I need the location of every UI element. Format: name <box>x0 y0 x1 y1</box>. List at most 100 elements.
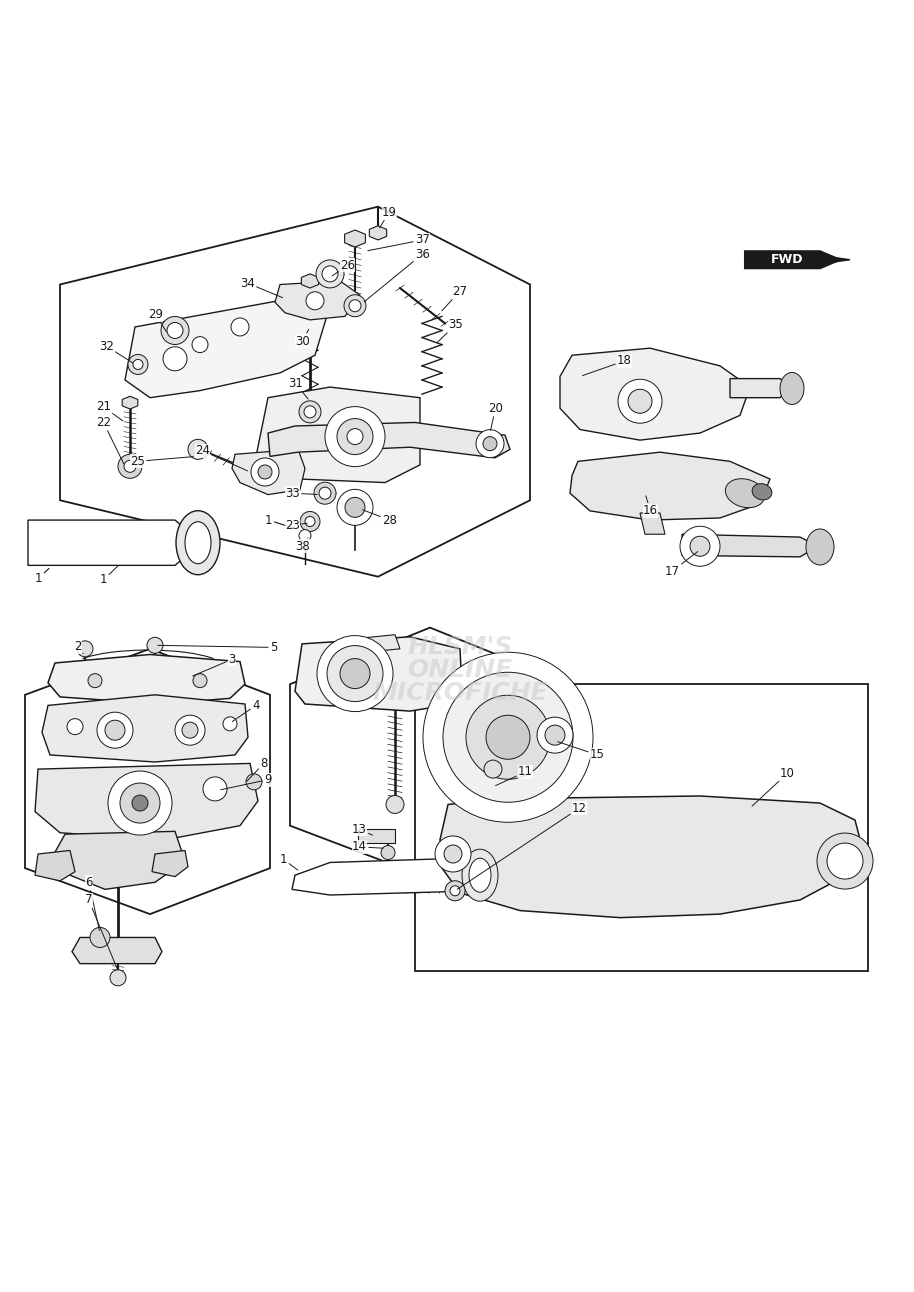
Ellipse shape <box>780 372 804 404</box>
Circle shape <box>628 389 652 413</box>
Circle shape <box>322 266 338 282</box>
Circle shape <box>128 354 148 375</box>
Polygon shape <box>640 513 665 534</box>
Circle shape <box>349 300 361 311</box>
Polygon shape <box>369 226 387 240</box>
Text: FWD: FWD <box>771 253 803 266</box>
Circle shape <box>304 406 316 417</box>
Ellipse shape <box>752 483 772 500</box>
Text: 21: 21 <box>96 401 122 421</box>
Circle shape <box>486 716 530 760</box>
Text: 34: 34 <box>240 276 282 297</box>
Polygon shape <box>275 280 360 320</box>
Circle shape <box>680 526 720 566</box>
Circle shape <box>444 845 462 863</box>
Text: 36: 36 <box>364 248 430 302</box>
Circle shape <box>450 886 460 895</box>
Text: 35: 35 <box>437 318 462 342</box>
Polygon shape <box>255 388 420 483</box>
Ellipse shape <box>185 522 211 563</box>
Polygon shape <box>292 858 478 895</box>
Circle shape <box>192 337 208 353</box>
Polygon shape <box>358 828 395 844</box>
Bar <box>415 683 868 970</box>
Text: 29: 29 <box>148 309 166 332</box>
Circle shape <box>337 490 373 526</box>
Circle shape <box>163 346 187 371</box>
Circle shape <box>319 487 331 499</box>
Circle shape <box>445 881 465 901</box>
Text: 11: 11 <box>495 765 533 786</box>
Text: 24: 24 <box>195 444 248 470</box>
Text: 25: 25 <box>130 455 193 468</box>
Circle shape <box>300 512 320 531</box>
Circle shape <box>97 712 133 748</box>
Circle shape <box>120 783 160 823</box>
Polygon shape <box>345 230 366 247</box>
Circle shape <box>305 517 315 527</box>
Circle shape <box>251 457 279 486</box>
Circle shape <box>484 760 502 778</box>
Polygon shape <box>268 422 510 457</box>
Circle shape <box>299 401 321 422</box>
Polygon shape <box>60 207 530 576</box>
Circle shape <box>476 430 504 457</box>
Text: 7: 7 <box>85 894 117 968</box>
Circle shape <box>223 717 237 731</box>
Polygon shape <box>152 850 188 877</box>
Text: 30: 30 <box>295 329 310 348</box>
Circle shape <box>258 465 272 479</box>
Circle shape <box>345 497 365 517</box>
Text: 19: 19 <box>379 205 397 227</box>
Ellipse shape <box>176 510 220 575</box>
Polygon shape <box>295 637 462 711</box>
Circle shape <box>124 460 136 473</box>
Circle shape <box>827 844 863 879</box>
Circle shape <box>545 725 565 745</box>
Text: 12: 12 <box>457 801 587 889</box>
Polygon shape <box>290 628 570 879</box>
Polygon shape <box>42 695 248 762</box>
Text: 32: 32 <box>99 340 133 363</box>
Circle shape <box>90 928 110 947</box>
Text: 1: 1 <box>265 514 293 528</box>
Ellipse shape <box>806 528 834 565</box>
Text: 3: 3 <box>193 652 236 676</box>
Text: 28: 28 <box>363 510 397 527</box>
Circle shape <box>325 407 385 466</box>
Polygon shape <box>360 634 400 652</box>
Circle shape <box>381 845 395 859</box>
Circle shape <box>118 455 142 478</box>
Circle shape <box>537 717 573 753</box>
Circle shape <box>423 652 593 822</box>
Circle shape <box>340 659 370 689</box>
Text: 6: 6 <box>85 876 100 930</box>
Polygon shape <box>35 764 258 840</box>
Text: 27: 27 <box>441 286 467 311</box>
Ellipse shape <box>469 858 491 893</box>
Circle shape <box>67 718 83 735</box>
Ellipse shape <box>726 479 765 508</box>
Text: 16: 16 <box>643 496 658 517</box>
Text: 33: 33 <box>285 487 317 500</box>
Circle shape <box>147 637 163 654</box>
Polygon shape <box>25 649 270 915</box>
Text: 17: 17 <box>665 552 697 578</box>
Circle shape <box>132 795 148 811</box>
Text: MICROFICHE: MICROFICHE <box>372 681 547 704</box>
Circle shape <box>161 317 189 345</box>
Polygon shape <box>72 938 162 964</box>
Circle shape <box>483 437 497 451</box>
Circle shape <box>435 836 471 872</box>
Circle shape <box>466 695 550 779</box>
Circle shape <box>188 439 208 460</box>
Text: 31: 31 <box>288 377 308 399</box>
Circle shape <box>231 318 249 336</box>
Polygon shape <box>232 450 305 495</box>
Polygon shape <box>440 796 862 917</box>
Text: HLSM'S: HLSM'S <box>408 636 513 659</box>
Circle shape <box>347 429 363 444</box>
Text: 38: 38 <box>295 537 310 553</box>
Polygon shape <box>560 348 750 441</box>
Polygon shape <box>35 850 75 881</box>
